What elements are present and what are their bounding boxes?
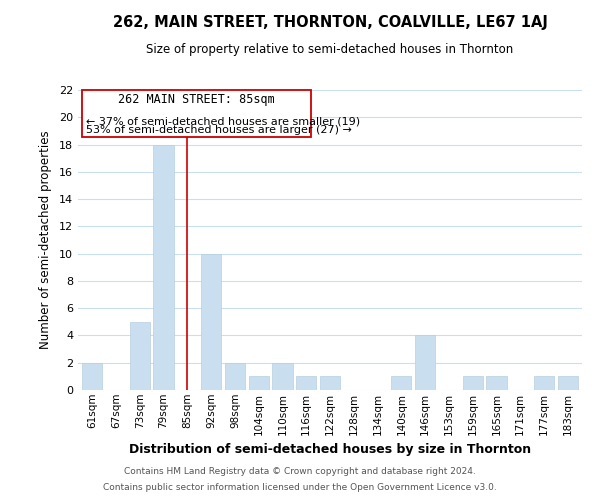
Bar xyxy=(391,376,412,390)
Bar xyxy=(82,362,103,390)
Bar xyxy=(272,362,293,390)
Text: ← 37% of semi-detached houses are smaller (19): ← 37% of semi-detached houses are smalle… xyxy=(86,116,361,126)
FancyBboxPatch shape xyxy=(82,90,311,137)
Text: Contains public sector information licensed under the Open Government Licence v3: Contains public sector information licen… xyxy=(103,484,497,492)
Y-axis label: Number of semi-detached properties: Number of semi-detached properties xyxy=(39,130,52,350)
Text: 262 MAIN STREET: 85sqm: 262 MAIN STREET: 85sqm xyxy=(118,93,275,106)
Bar xyxy=(201,254,221,390)
Bar xyxy=(296,376,316,390)
Text: 53% of semi-detached houses are larger (27) →: 53% of semi-detached houses are larger (… xyxy=(86,125,352,135)
Bar xyxy=(130,322,150,390)
Bar xyxy=(225,362,245,390)
Text: Contains HM Land Registry data © Crown copyright and database right 2024.: Contains HM Land Registry data © Crown c… xyxy=(124,467,476,476)
Bar xyxy=(154,144,173,390)
Bar xyxy=(557,376,578,390)
Bar xyxy=(487,376,506,390)
Text: Size of property relative to semi-detached houses in Thornton: Size of property relative to semi-detach… xyxy=(146,42,514,56)
Bar xyxy=(248,376,269,390)
Text: 262, MAIN STREET, THORNTON, COALVILLE, LE67 1AJ: 262, MAIN STREET, THORNTON, COALVILLE, L… xyxy=(113,15,547,30)
X-axis label: Distribution of semi-detached houses by size in Thornton: Distribution of semi-detached houses by … xyxy=(129,443,531,456)
Bar xyxy=(463,376,483,390)
Bar xyxy=(320,376,340,390)
Bar xyxy=(415,336,435,390)
Bar xyxy=(534,376,554,390)
